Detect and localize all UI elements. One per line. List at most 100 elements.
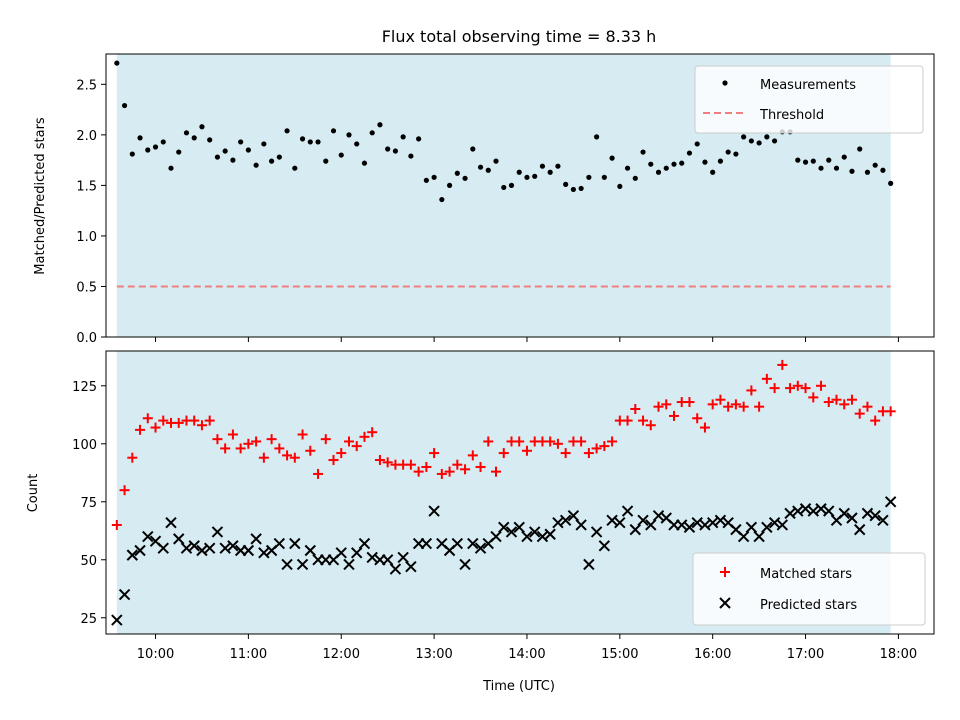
predicted-star-point [583,558,595,571]
top-y-tick-label: 1.0 [76,230,97,245]
measurement-point [230,157,236,163]
matched-star-point [630,403,641,414]
measurement-point [408,153,414,159]
measurement-point [152,144,159,150]
measurement-point [539,163,546,169]
top-axes-frame [105,53,935,338]
predicted-star-point [258,547,270,559]
predicted-star-point [861,507,874,520]
legend-matched-marker [720,567,730,577]
measurement-point [826,157,832,163]
chart-title: Flux total observing time = 8.33 h [382,27,657,46]
matched-star-point [173,417,184,428]
measurement-point [617,183,623,190]
measurement-point [710,169,716,175]
x-tick-label: 14:00 [508,647,545,662]
matched-star-point [699,422,710,433]
measurement-point [648,161,654,167]
matched-star-point [305,445,316,456]
matched-star-point [885,406,896,417]
matched-star-point [661,399,672,410]
predicted-star-point [389,563,402,575]
top-y-tick-label: 0.5 [76,280,97,295]
matched-star-point [436,468,447,479]
matched-star-point [467,450,478,461]
measurement-point [833,165,840,171]
matched-star-point [545,436,556,447]
measurement-point [207,137,213,143]
matched-star-point [839,399,850,410]
bottom-y-tick-label: 100 [72,438,97,453]
predicted-star-point [544,528,556,540]
matched-star-point [227,429,238,440]
top-y-axis: 0.0 0.5 1.0 1.5 2.0 2.5 [76,78,106,346]
predicted-star-point [111,614,123,626]
matched-star-point [336,448,347,459]
top-legend: Measurements Threshold [694,65,924,134]
predicted-star-point [474,542,487,554]
matched-star-point [328,455,339,466]
predicted-star-point [552,516,564,529]
legend-threshold-label: Threshold [759,108,824,123]
matched-star-point [831,394,842,405]
predicted-star-point [343,558,355,571]
predicted-star-point [823,505,835,517]
measurement-point [864,169,871,175]
bottom-panel: 25 50 75 100 125 10:00 11:00 12:00 13:00 14:00 15… [26,350,935,694]
bottom-y-tick-label: 75 [80,496,97,511]
measurement-point [160,139,166,145]
measurement-point [733,151,739,157]
measurement-point [261,141,267,147]
matched-star-point [746,385,757,396]
matched-star-point [189,415,200,426]
x-axis-label: Time (UTC) [482,679,555,694]
predicted-star-point [877,514,889,527]
matched-star-point [460,464,471,475]
legend-predicted-marker [719,597,731,609]
bottom-y-tick-label: 125 [72,380,97,395]
measurement-point [114,60,120,66]
measurement-point [493,158,499,164]
measurement-point [578,185,584,192]
measurement-point [764,134,770,140]
matched-star-point [738,401,749,412]
predicted-star-point [513,521,525,534]
predicted-star-point [281,558,293,571]
legend-measurements-label: Measurements [760,78,856,93]
measurement-point [121,102,128,109]
matched-star-point [692,413,703,424]
matched-star-point [320,434,331,445]
matched-star-point [382,457,393,468]
matched-star-point [374,455,385,466]
bottom-x-axis: 10:00 11:00 12:00 13:00 14:00 15:00 16:00 17:00… [137,634,917,662]
matched-star-point [111,519,122,530]
matched-star-point [351,441,362,452]
measurement-point [238,139,244,145]
x-tick-label: 16:00 [694,647,731,662]
matched-star-point [498,448,509,459]
measurement-point [423,177,429,183]
matched-star-point [142,413,153,424]
matched-star-point [583,448,594,459]
predicted-star-point [652,509,665,522]
predicted-star-point [621,505,634,517]
predicted-star-point [180,542,193,554]
predicted-star-point [575,519,587,531]
matched-star-point [196,420,207,431]
matched-star-point [343,436,354,447]
predicted-star-point [559,514,572,527]
predicted-star-point [567,509,580,522]
top-y-tick-label: 1.5 [76,179,97,194]
measurement-point [632,175,638,181]
measurement-point [485,167,491,173]
measurement-point [686,150,693,156]
predicted-star-point [397,551,409,564]
measurement-point [594,134,600,140]
matched-star-point [823,397,834,408]
measurement-point [888,180,894,186]
legend-predicted-label: Predicted stars [760,598,857,613]
measurement-point [176,149,182,155]
x-tick-label: 11:00 [230,647,267,662]
measurement-point [315,139,321,145]
